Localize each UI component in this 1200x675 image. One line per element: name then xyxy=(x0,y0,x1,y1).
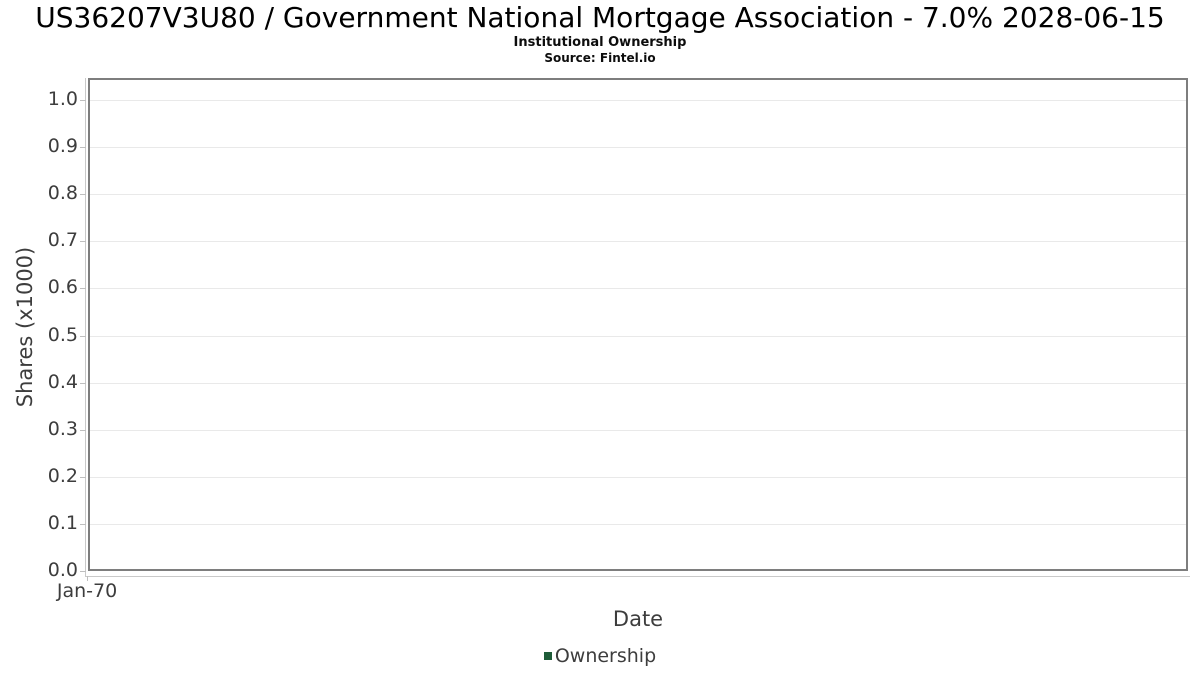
legend-label: Ownership xyxy=(554,645,657,667)
y-tick-label: 0.6 xyxy=(47,276,78,299)
x-axis-line xyxy=(85,576,1190,577)
gridline xyxy=(90,194,1186,196)
gridline xyxy=(90,476,1186,478)
y-tick-label: 0.3 xyxy=(47,417,78,440)
y-tick-label: 0.1 xyxy=(47,512,78,535)
y-axis-tick xyxy=(80,335,86,337)
y-axis-tick xyxy=(80,382,86,384)
x-axis-tick xyxy=(87,576,88,581)
x-axis-title: Date xyxy=(612,607,664,631)
chart-subtitle: Institutional Ownership xyxy=(513,35,687,50)
chart-title: US36207V3U80 / Government National Mortg… xyxy=(35,1,1165,34)
gridline xyxy=(90,523,1186,525)
y-axis-tick xyxy=(80,476,86,478)
y-tick-label: 0.4 xyxy=(47,370,78,393)
y-axis-line xyxy=(85,78,86,576)
gridline xyxy=(90,429,1186,431)
legend-marker-square-icon xyxy=(543,652,552,660)
y-axis-tick xyxy=(80,429,86,431)
y-axis-tick xyxy=(80,100,86,101)
gridline xyxy=(90,100,1186,101)
y-tick-label: 1.0 xyxy=(47,88,78,111)
y-tick-label: 0.8 xyxy=(47,182,78,205)
y-axis-tick xyxy=(80,241,86,243)
y-tick-label: 0.5 xyxy=(47,323,78,346)
gridline xyxy=(90,288,1186,290)
y-tick-label: 0.9 xyxy=(47,135,78,158)
y-tick-label: 0.7 xyxy=(47,229,78,252)
y-axis-tick xyxy=(80,571,86,572)
y-axis-tick xyxy=(80,147,86,149)
y-tick-label: 0.2 xyxy=(47,464,78,487)
legend: Ownership xyxy=(0,645,1200,667)
plot-area xyxy=(88,78,1188,571)
gridline xyxy=(90,335,1186,337)
chart-source-credit: Source: Fintel.io xyxy=(544,51,656,65)
y-axis-tick xyxy=(80,288,86,290)
legend-item-ownership[interactable]: Ownership xyxy=(543,645,657,667)
y-tick-label: 0.0 xyxy=(47,559,78,582)
gridline xyxy=(90,147,1186,149)
y-axis-tick xyxy=(80,523,86,525)
gridline xyxy=(90,382,1186,384)
gridline xyxy=(90,241,1186,243)
x-tick-label: Jan-70 xyxy=(56,580,118,602)
y-axis-tick xyxy=(80,194,86,196)
